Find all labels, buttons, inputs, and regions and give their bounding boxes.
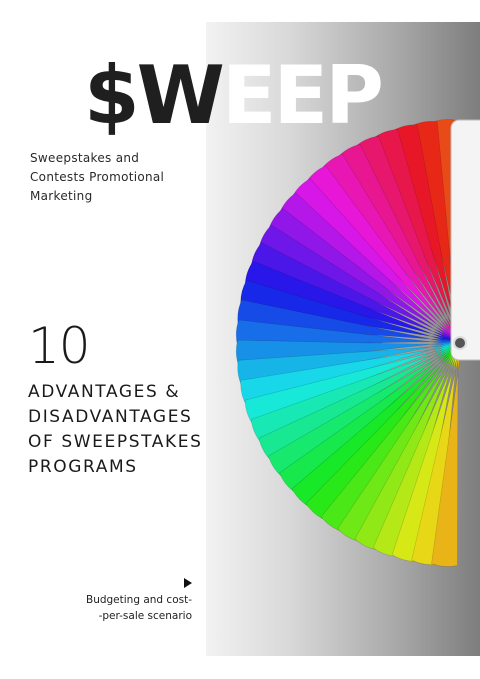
color-swatch-strip: [431, 342, 463, 567]
brand-logo: $WEEP: [84, 54, 384, 138]
headline-title: ADVANTAGES & DISADVANTAGES OF SWEEPSTAKE…: [28, 380, 208, 480]
tagline-line: Marketing: [30, 189, 93, 203]
brand-logo-prefix: $W: [84, 49, 225, 142]
white-swatch-card: [450, 119, 480, 361]
brand-logo-suffix: EEP: [221, 49, 384, 142]
headline-line: ADVANTAGES &: [28, 382, 181, 402]
footer-note: Budgeting and cost- -per-sale scenario: [86, 592, 192, 624]
color-swatch-fan-icon: [235, 119, 480, 567]
play-triangle-icon: [184, 578, 192, 588]
footer-note-line: -per-sale scenario: [98, 610, 192, 622]
headline-line: OF SWEEPSTAKES: [28, 432, 203, 452]
footer-note-line: Budgeting and cost-: [85, 594, 192, 606]
headline-line: DISADVANTAGES: [28, 407, 193, 427]
headline-line: PROGRAMS: [28, 457, 138, 477]
tagline-line: Sweepstakes and: [30, 151, 140, 165]
fan-pivot-rivet: [453, 336, 467, 350]
tagline: Sweepstakes and Contests Promotional Mar…: [30, 149, 205, 206]
headline-number: 10: [28, 317, 91, 375]
tagline-line: Contests Promotional: [30, 170, 165, 184]
